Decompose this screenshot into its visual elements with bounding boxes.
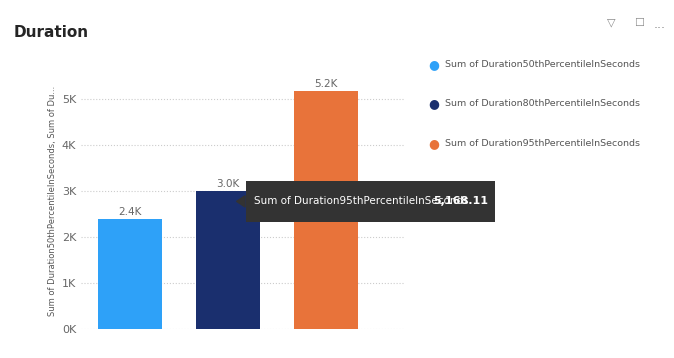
Text: Duration: Duration bbox=[13, 25, 88, 40]
Text: ●: ● bbox=[428, 137, 439, 150]
Text: ▽: ▽ bbox=[607, 18, 615, 28]
Y-axis label: Sum of Duration50thPercentileInSeconds, Sum of Du...: Sum of Duration50thPercentileInSeconds, … bbox=[49, 85, 57, 316]
Text: ●: ● bbox=[428, 97, 439, 110]
Bar bbox=[196, 191, 259, 329]
Text: ●: ● bbox=[428, 58, 439, 71]
Text: Sum of Duration95thPercentileInSeconds: Sum of Duration95thPercentileInSeconds bbox=[445, 139, 640, 148]
Text: Sum of Duration80thPercentileInSeconds: Sum of Duration80thPercentileInSeconds bbox=[445, 99, 640, 108]
Text: ...: ... bbox=[654, 18, 666, 31]
Text: 2.4K: 2.4K bbox=[118, 207, 142, 217]
Text: 5,168.11: 5,168.11 bbox=[433, 197, 489, 206]
Text: 5.2K: 5.2K bbox=[314, 79, 338, 89]
Text: ☐: ☐ bbox=[634, 18, 644, 28]
Text: 3.0K: 3.0K bbox=[216, 179, 239, 189]
Bar bbox=[98, 219, 162, 329]
Bar bbox=[294, 92, 358, 329]
Text: Sum of Duration50thPercentileInSeconds: Sum of Duration50thPercentileInSeconds bbox=[445, 60, 640, 69]
Text: Sum of Duration95thPercentileInSeconds: Sum of Duration95thPercentileInSeconds bbox=[254, 197, 468, 206]
